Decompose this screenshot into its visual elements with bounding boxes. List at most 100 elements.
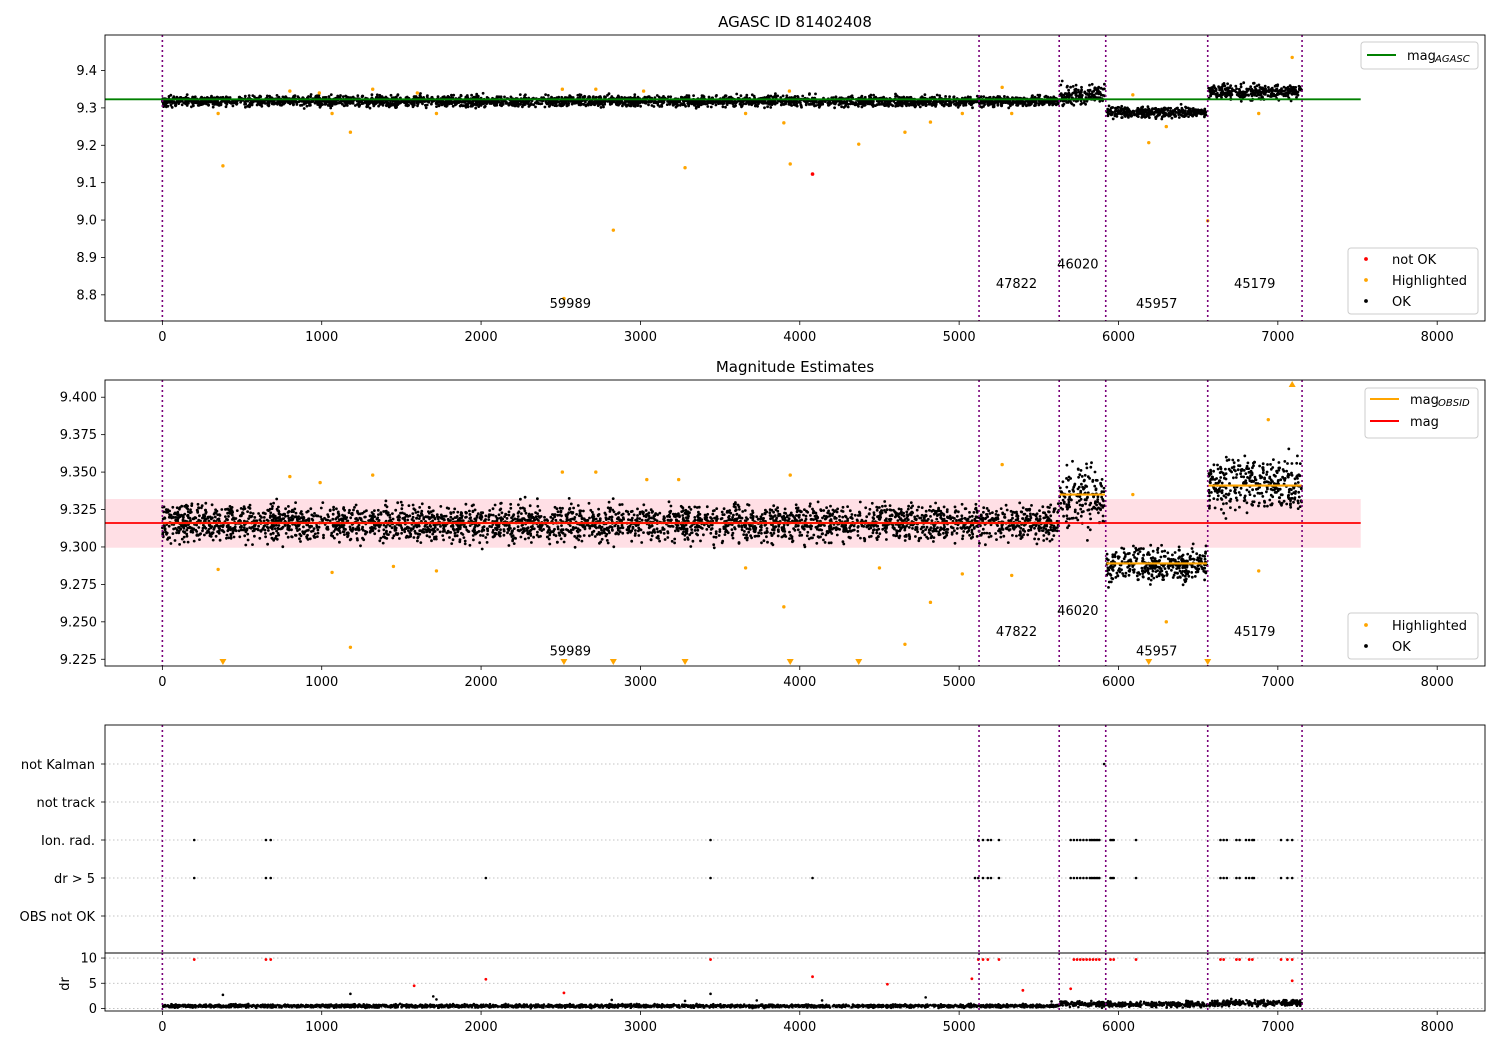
ok-point bbox=[693, 103, 696, 107]
ok-point bbox=[532, 103, 535, 107]
ok-point bbox=[624, 103, 627, 107]
ok-point bbox=[1152, 112, 1156, 115]
ok-point bbox=[244, 102, 248, 106]
ok-point bbox=[504, 100, 508, 104]
ok-point bbox=[1008, 100, 1012, 103]
ok-point bbox=[1267, 86, 1270, 89]
ok-point bbox=[430, 539, 433, 543]
ok-point bbox=[1009, 104, 1012, 108]
ok-point bbox=[459, 100, 462, 103]
ok-point bbox=[389, 93, 393, 97]
ok-point bbox=[868, 507, 872, 511]
ok-point bbox=[948, 95, 951, 98]
ok-point bbox=[1148, 116, 1151, 119]
ok-point bbox=[656, 530, 660, 534]
ok-point bbox=[1287, 89, 1290, 93]
ok-point bbox=[1138, 110, 1142, 113]
ok-point bbox=[868, 535, 871, 539]
ok-point bbox=[180, 103, 184, 107]
ok-point bbox=[1059, 83, 1063, 87]
ok-point bbox=[742, 102, 746, 106]
ok-point bbox=[693, 505, 697, 509]
ok-point bbox=[396, 100, 400, 103]
ok-point bbox=[1043, 100, 1046, 104]
ok-point bbox=[978, 102, 981, 106]
ok-point bbox=[256, 100, 260, 104]
ok-point bbox=[277, 505, 280, 509]
ok-point bbox=[1198, 111, 1202, 115]
ok-point bbox=[667, 95, 670, 99]
ok-point bbox=[1107, 104, 1111, 108]
ok-point bbox=[1290, 89, 1294, 93]
obsid-label: 59989 bbox=[550, 297, 591, 312]
ok-point bbox=[633, 93, 637, 97]
ok-point bbox=[1160, 107, 1163, 111]
ok-point bbox=[1282, 85, 1286, 89]
ok-point bbox=[1117, 110, 1121, 113]
ok-point bbox=[381, 102, 385, 106]
ok-point bbox=[795, 102, 799, 106]
ok-point bbox=[1015, 534, 1018, 538]
highlighted-point bbox=[1164, 124, 1168, 129]
ok-point bbox=[738, 102, 742, 106]
ok-point bbox=[335, 102, 339, 105]
legend-label: mag bbox=[1407, 49, 1436, 64]
ok-point bbox=[551, 103, 554, 107]
ok-point bbox=[1069, 85, 1072, 89]
ok-point bbox=[519, 100, 522, 103]
ok-point bbox=[814, 92, 817, 96]
ok-point bbox=[754, 103, 758, 107]
ok-point bbox=[1119, 112, 1122, 115]
ok-point bbox=[975, 100, 979, 104]
ok-point bbox=[992, 100, 996, 104]
ok-point bbox=[814, 104, 818, 107]
panel-agasc: AGASC ID 8140240859989478224602045957451… bbox=[76, 13, 1486, 345]
ok-point bbox=[762, 101, 766, 105]
ok-point bbox=[739, 94, 743, 98]
ok-point bbox=[984, 99, 987, 103]
ok-point bbox=[916, 530, 919, 534]
ok-point bbox=[214, 101, 217, 105]
ok-point bbox=[1294, 92, 1298, 95]
ok-point bbox=[332, 102, 336, 105]
ok-point bbox=[1242, 81, 1246, 85]
ok-point bbox=[894, 92, 897, 96]
ok-point bbox=[1091, 90, 1094, 94]
ok-point bbox=[785, 94, 789, 98]
ok-point bbox=[1251, 90, 1255, 93]
ok-point bbox=[448, 102, 451, 106]
ok-point bbox=[644, 519, 648, 522]
ok-point bbox=[820, 99, 824, 103]
ok-point bbox=[477, 105, 481, 108]
ok-point bbox=[969, 101, 972, 105]
ok-point bbox=[1179, 109, 1183, 113]
ok-point bbox=[243, 534, 247, 538]
ok-point bbox=[280, 103, 283, 107]
ok-point bbox=[1069, 101, 1073, 105]
ok-point bbox=[167, 536, 170, 540]
ok-point bbox=[775, 94, 778, 98]
ok-point bbox=[859, 96, 863, 99]
legend-box bbox=[1360, 41, 1479, 70]
ok-point bbox=[250, 102, 253, 105]
ok-point bbox=[906, 507, 910, 511]
ok-point bbox=[368, 106, 372, 110]
ok-point bbox=[1021, 103, 1025, 107]
ok-point bbox=[304, 101, 308, 105]
ok-point bbox=[800, 105, 803, 109]
ok-point bbox=[715, 94, 718, 97]
ok-point bbox=[548, 104, 552, 107]
ok-point bbox=[332, 508, 335, 512]
ok-point bbox=[1230, 90, 1233, 93]
ok-point bbox=[601, 103, 605, 107]
ok-point bbox=[942, 505, 946, 509]
ok-point bbox=[1249, 85, 1253, 89]
ok-point bbox=[1146, 112, 1150, 116]
ok-point bbox=[535, 101, 539, 105]
ok-point bbox=[293, 95, 296, 99]
ok-point bbox=[799, 101, 802, 104]
ok-point bbox=[172, 100, 176, 104]
ok-point bbox=[834, 100, 838, 103]
ok-point bbox=[983, 103, 986, 106]
ok-point bbox=[1038, 93, 1042, 97]
